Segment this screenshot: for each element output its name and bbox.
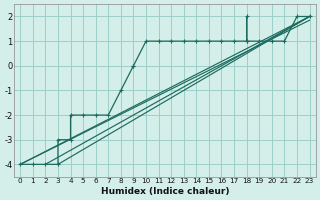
- X-axis label: Humidex (Indice chaleur): Humidex (Indice chaleur): [100, 187, 229, 196]
